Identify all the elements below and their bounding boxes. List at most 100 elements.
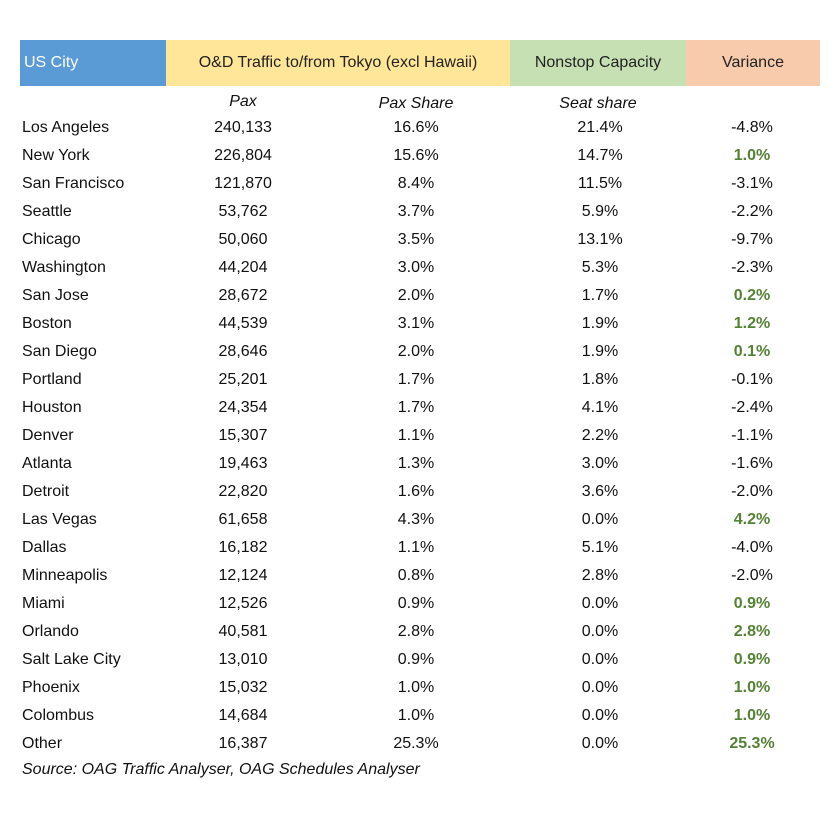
city-name: San Diego <box>22 343 97 360</box>
table-cell: 1.9% <box>581 343 619 360</box>
table-cell: 121,870 <box>214 175 272 192</box>
table-cell: 1.6% <box>397 483 435 500</box>
table-cell: 61,658 <box>218 511 268 528</box>
table-cell: -3.1% <box>731 175 773 192</box>
table-cell: 1.0% <box>733 147 771 164</box>
table-cell: 5.3% <box>581 259 619 276</box>
table-cell: 53,762 <box>218 203 268 220</box>
city-name: Phoenix <box>22 679 80 696</box>
city-name: Seattle <box>22 203 72 220</box>
table-cell: 5.1% <box>581 539 619 556</box>
city-name: Las Vegas <box>22 511 97 528</box>
source-note: Source: OAG Traffic Analyser, OAG Schedu… <box>22 761 420 778</box>
table-cell: 0.9% <box>397 595 435 612</box>
table-cell: 15.6% <box>393 147 439 164</box>
table-cell: 14,684 <box>218 707 268 724</box>
table-cell: 2.8% <box>397 623 435 640</box>
city-name: Portland <box>22 371 82 388</box>
city-name: Salt Lake City <box>22 651 121 668</box>
header-cell: O&D Traffic to/from Tokyo (excl Hawaii) <box>166 40 510 86</box>
table-cell: 3.1% <box>397 315 435 332</box>
table-cell: 8.4% <box>397 175 435 192</box>
city-name: Houston <box>22 399 82 416</box>
table-cell: 11.5% <box>577 175 623 192</box>
table-cell: 44,539 <box>218 315 268 332</box>
table-cell: 1.1% <box>397 427 435 444</box>
table-cell: 1.0% <box>397 707 435 724</box>
city-name: Miami <box>22 595 65 612</box>
table-cell: 1.0% <box>733 707 771 724</box>
city-name: Denver <box>22 427 74 444</box>
city-name: Dallas <box>22 539 67 556</box>
city-name: Washington <box>22 259 106 276</box>
table-cell: 3.6% <box>581 483 619 500</box>
table-cell: 226,804 <box>214 147 272 164</box>
header-cell: Nonstop Capacity <box>510 40 686 86</box>
table-cell: 15,032 <box>218 679 268 696</box>
table-cell: 0.0% <box>581 623 619 640</box>
table-cell: 1.7% <box>581 287 619 304</box>
table-cell: 14.7% <box>577 147 623 164</box>
table-cell: 4.2% <box>733 511 771 528</box>
city-name: Boston <box>22 315 72 332</box>
table-cell: 2.0% <box>397 287 435 304</box>
table-cell: 1.2% <box>733 315 771 332</box>
table-cell: 1.1% <box>397 539 435 556</box>
table-cell: -2.0% <box>731 567 773 584</box>
table-cell: 3.0% <box>397 259 435 276</box>
city-name: Minneapolis <box>22 567 108 584</box>
table-cell: 24,354 <box>218 399 268 416</box>
table-cell: 21.4% <box>577 119 623 136</box>
table-cell: 16,182 <box>218 539 268 556</box>
table-cell: 0.2% <box>733 287 771 304</box>
table-cell: -2.3% <box>731 259 773 276</box>
table-cell: 240,133 <box>214 119 272 136</box>
city-name: Los Angeles <box>22 119 110 136</box>
table-cell: 1.9% <box>581 315 619 332</box>
table-cell: 15,307 <box>218 427 268 444</box>
table-cell: 0.0% <box>581 707 619 724</box>
table-cell: 16.6% <box>393 119 439 136</box>
city-name: Other <box>22 735 63 752</box>
table-cell: 28,672 <box>218 287 268 304</box>
table-cell: -0.1% <box>731 371 773 388</box>
table-cell: -9.7% <box>731 231 773 248</box>
city-name: Atlanta <box>22 455 72 472</box>
table-cell: 0.0% <box>581 735 619 752</box>
table-cell: -1.1% <box>731 427 773 444</box>
table-cell: 0.9% <box>397 651 435 668</box>
table-cell: 44,204 <box>218 259 268 276</box>
city-name: Colombus <box>22 707 95 724</box>
table-cell: 3.5% <box>397 231 435 248</box>
table-cell: 1.7% <box>397 399 435 416</box>
table-cell: -1.6% <box>731 455 773 472</box>
city-name: San Francisco <box>22 175 125 192</box>
table-cell: 0.0% <box>581 651 619 668</box>
table-cell: 5.9% <box>581 203 619 220</box>
table-cell: 2.8% <box>581 567 619 584</box>
table-cell: 2.0% <box>397 343 435 360</box>
table-cell: 13,010 <box>218 651 268 668</box>
table-cell: 12,526 <box>218 595 268 612</box>
table-cell: 25,201 <box>218 371 268 388</box>
city-name: San Jose <box>22 287 89 304</box>
table-cell: 22,820 <box>218 483 268 500</box>
table-cell: 28,646 <box>218 343 268 360</box>
city-name: New York <box>22 147 90 164</box>
table-cell: 19,463 <box>218 455 268 472</box>
table-cell: 1.3% <box>397 455 435 472</box>
table-cell: -2.4% <box>731 399 773 416</box>
table-cell: 0.0% <box>581 511 619 528</box>
table-cell: 50,060 <box>218 231 268 248</box>
table-cell: -4.8% <box>731 119 773 136</box>
table-cell: 1.8% <box>581 371 619 388</box>
subheader: Pax <box>229 93 257 110</box>
table-cell: -2.0% <box>731 483 773 500</box>
table-cell: 0.9% <box>733 595 771 612</box>
table-cell: 0.0% <box>581 595 619 612</box>
city-name: Detroit <box>22 483 70 500</box>
table-cell: -2.2% <box>731 203 773 220</box>
table-cell: 2.2% <box>581 427 619 444</box>
table-cell: 1.0% <box>733 679 771 696</box>
